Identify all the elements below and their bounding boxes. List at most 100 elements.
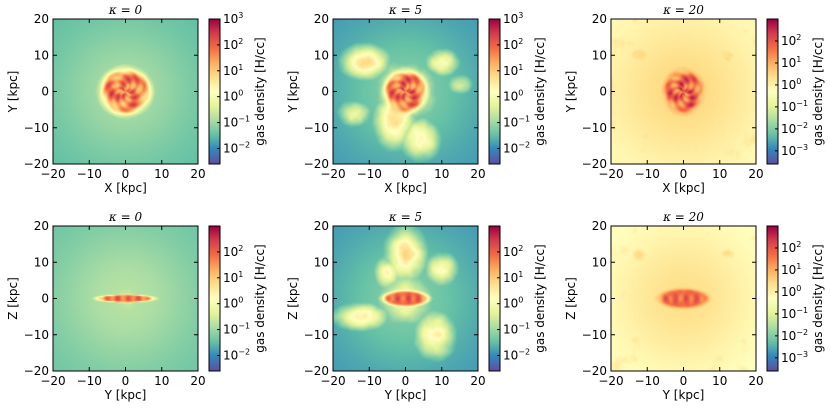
y-tick-label: −10: [582, 328, 607, 342]
y-tick-label: 10: [34, 255, 49, 269]
colorbar-label: gas density [H/cc]: [253, 244, 267, 352]
panel-xy-k0: κ = 0 −20 −10 0 10 20 −20 −10 0 10 20 X [kpc] Y [kpc…: [6, 3, 267, 195]
x-tick-label: 0: [122, 167, 130, 181]
x-tick-label: −10: [357, 167, 382, 181]
y-axis-label: Y [kpc]: [286, 71, 300, 114]
y-tick-label: 10: [314, 48, 329, 62]
colorbar-tick-label: 103: [503, 11, 523, 26]
colorbar-tick-label: 10−1: [781, 99, 808, 114]
y-tick-label: −10: [24, 328, 49, 342]
colorbar: 103 102 101 100 10−1 10−2 gas density [H/cc]: [488, 11, 547, 165]
colorbar-tick-label: 10−2: [781, 328, 808, 343]
x-tick-label: −20: [598, 374, 623, 388]
colorbar-tick-label: 100: [781, 284, 801, 299]
y-tick-label: 0: [599, 85, 607, 99]
colorbar-tick-label: 10−2: [223, 140, 250, 155]
colorbar-tick-label: 100: [503, 296, 523, 311]
colorbar-tick-label: 102: [223, 37, 243, 52]
y-axis-label: Z [kpc]: [6, 277, 20, 320]
colorbar-label: gas density [H/cc]: [533, 244, 547, 352]
x-tick-label: 20: [190, 167, 205, 181]
x-tick-label: 10: [154, 167, 169, 181]
density-map: [333, 19, 478, 164]
density-map: [611, 19, 756, 164]
x-tick-label: −20: [40, 167, 65, 181]
x-axis-label: Y [kpc]: [662, 388, 705, 402]
y-tick-label: 20: [34, 219, 49, 233]
colorbar-tick-label: 101: [781, 55, 801, 70]
panel-xy-k20: κ = 20 −20 −10 0 10 20 −20 −10 0 10 20 X [kpc] Y [kp…: [564, 3, 825, 195]
x-tick-label: 20: [748, 167, 763, 181]
colorbar-tick-label: 10−1: [781, 306, 808, 321]
x-tick-label: 10: [434, 374, 449, 388]
x-tick-label: −10: [77, 167, 102, 181]
colorbar-tick-label: 10−2: [781, 121, 808, 136]
y-tick-label: −10: [304, 328, 329, 342]
y-tick-label: −10: [582, 121, 607, 135]
y-axis-label: Z [kpc]: [286, 277, 300, 320]
y-tick-label: 10: [592, 48, 607, 62]
colorbar-tick-label: 10−2: [503, 140, 530, 155]
x-tick-label: 10: [712, 167, 727, 181]
colorbar-gradient: [209, 226, 220, 371]
colorbar-tick-label: 100: [781, 77, 801, 92]
x-tick-label: 10: [712, 374, 727, 388]
x-tick-label: −10: [77, 374, 102, 388]
colorbar-tick-label: 101: [503, 63, 523, 78]
colorbar-gradient: [489, 19, 500, 164]
y-axis-label: Z [kpc]: [564, 277, 578, 320]
x-tick-label: 20: [748, 374, 763, 388]
panel-title: κ = 5: [388, 210, 422, 224]
x-axis-label: Y [kpc]: [104, 388, 147, 402]
colorbar-label: gas density [H/cc]: [253, 37, 267, 145]
colorbar-tick-label: 102: [503, 37, 523, 52]
density-map: [333, 226, 478, 371]
x-tick-label: −20: [598, 167, 623, 181]
density-map: [611, 226, 756, 371]
colorbar-tick-label: 101: [781, 262, 801, 277]
x-axis-label: X [kpc]: [384, 181, 427, 195]
colorbar-label: gas density [H/cc]: [533, 37, 547, 145]
colorbar-tick-label: 10−3: [781, 350, 808, 365]
y-tick-label: 0: [41, 85, 49, 99]
colorbar-tick-label: 100: [503, 89, 523, 104]
density-map: [53, 226, 198, 371]
x-tick-label: 0: [402, 167, 410, 181]
colorbar: 103 102 101 100 10−1 10−2 gas density [H/cc]: [208, 11, 267, 165]
y-tick-label: −20: [582, 157, 607, 171]
x-tick-label: −20: [40, 374, 65, 388]
colorbar-tick-label: 10−1: [503, 115, 530, 130]
colorbar-tick-label: 102: [503, 244, 523, 259]
colorbar-tick-label: 100: [223, 89, 243, 104]
y-tick-label: −20: [24, 364, 49, 378]
panel-title: κ = 20: [662, 210, 704, 224]
colorbar-label: gas density [H/cc]: [811, 244, 825, 352]
panel-title: κ = 20: [662, 3, 704, 17]
x-tick-label: 0: [680, 374, 688, 388]
colorbar-frame: [766, 225, 779, 372]
colorbar-tick-label: 10−2: [223, 347, 250, 362]
y-tick-label: −10: [24, 121, 49, 135]
y-tick-label: 10: [314, 255, 329, 269]
colorbar: 102 101 100 10−1 10−2 gas density [H/cc]: [208, 225, 267, 372]
colorbar-tick-label: 103: [223, 11, 243, 26]
colorbar-gradient: [767, 226, 778, 371]
y-tick-label: 0: [599, 292, 607, 306]
colorbar-tick-label: 102: [781, 240, 801, 255]
y-tick-label: 20: [34, 12, 49, 26]
panel-title: κ = 0: [108, 210, 143, 224]
panel-yz-k5: κ = 5 −20 −10 0 10 20 −20 −10 0 10 20 Y [kpc] Z [kpc…: [286, 210, 547, 402]
density-map: [53, 19, 198, 164]
colorbar-label: gas density [H/cc]: [811, 37, 825, 145]
y-tick-label: 10: [34, 48, 49, 62]
colorbar-tick-label: 101: [503, 270, 523, 285]
y-tick-label: −20: [304, 364, 329, 378]
x-axis-label: Y [kpc]: [384, 388, 427, 402]
colorbar-gradient: [489, 226, 500, 371]
x-tick-label: −20: [320, 167, 345, 181]
y-tick-label: −20: [24, 157, 49, 171]
x-tick-label: 20: [470, 374, 485, 388]
